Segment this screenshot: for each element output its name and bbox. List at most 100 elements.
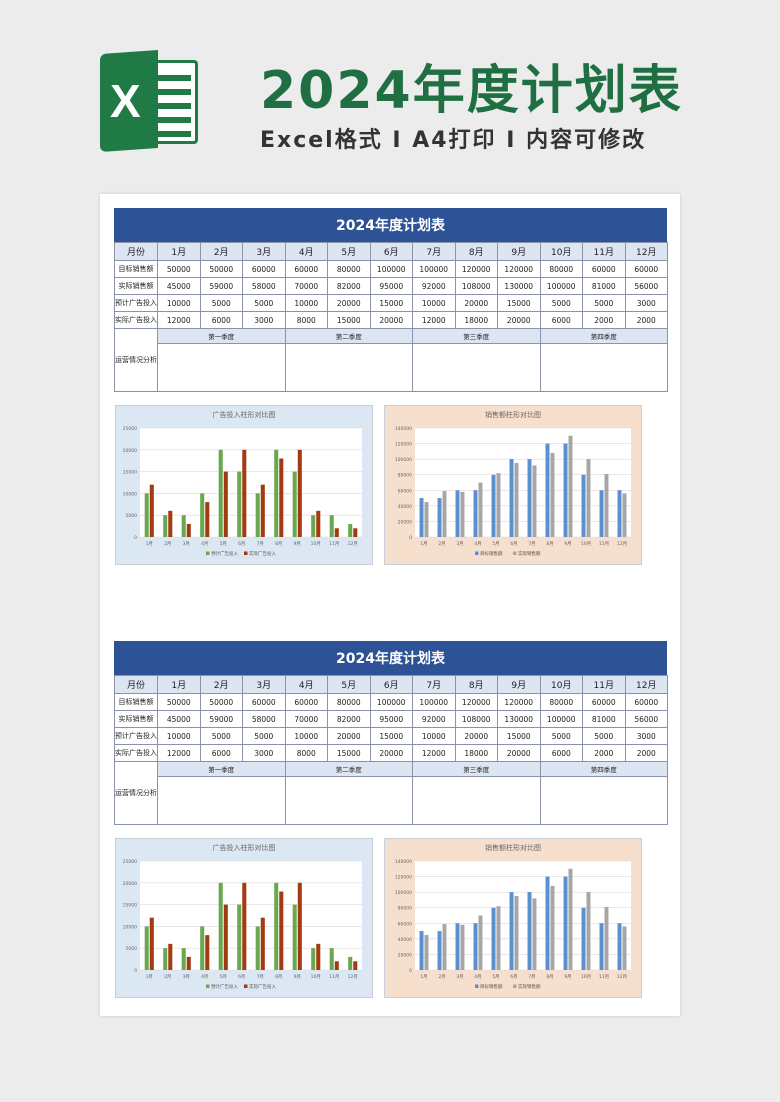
value-cell[interactable]: 60000 [624, 260, 668, 278]
value-cell[interactable]: 60000 [284, 693, 328, 711]
value-cell[interactable]: 20000 [497, 311, 541, 329]
month-cell[interactable]: 7月 [412, 242, 456, 261]
value-cell[interactable]: 60000 [242, 260, 286, 278]
value-cell[interactable]: 108000 [454, 710, 498, 728]
value-cell[interactable]: 100000 [539, 277, 583, 295]
value-cell[interactable]: 108000 [454, 277, 498, 295]
value-cell[interactable]: 50000 [157, 260, 201, 278]
value-cell[interactable]: 2000 [582, 311, 626, 329]
value-cell[interactable]: 95000 [369, 277, 413, 295]
value-cell[interactable]: 59000 [199, 277, 243, 295]
value-cell[interactable]: 6000 [199, 311, 243, 329]
month-cell[interactable]: 2月 [199, 242, 243, 261]
value-cell[interactable]: 58000 [242, 710, 286, 728]
value-cell[interactable]: 81000 [582, 710, 626, 728]
value-cell[interactable]: 20000 [369, 744, 413, 762]
month-cell[interactable]: 12月 [624, 675, 668, 694]
value-cell[interactable]: 5000 [199, 727, 243, 745]
value-cell[interactable]: 18000 [454, 744, 498, 762]
value-cell[interactable]: 56000 [624, 277, 668, 295]
value-cell[interactable]: 60000 [582, 260, 626, 278]
value-cell[interactable]: 10000 [412, 294, 456, 312]
month-cell[interactable]: 8月 [454, 675, 498, 694]
month-cell[interactable]: 9月 [497, 675, 541, 694]
value-cell[interactable]: 2000 [624, 311, 668, 329]
value-cell[interactable]: 8000 [284, 744, 328, 762]
value-cell[interactable]: 3000 [624, 294, 668, 312]
value-cell[interactable]: 130000 [497, 277, 541, 295]
value-cell[interactable]: 10000 [157, 727, 201, 745]
month-cell[interactable]: 5月 [327, 242, 371, 261]
value-cell[interactable]: 15000 [369, 727, 413, 745]
value-cell[interactable]: 15000 [327, 311, 371, 329]
value-cell[interactable]: 12000 [157, 744, 201, 762]
value-cell[interactable]: 6000 [539, 744, 583, 762]
month-cell[interactable]: 3月 [242, 675, 286, 694]
month-cell[interactable]: 11月 [582, 242, 626, 261]
value-cell[interactable]: 20000 [327, 727, 371, 745]
month-cell[interactable]: 3月 [242, 242, 286, 261]
month-cell[interactable]: 5月 [327, 675, 371, 694]
value-cell[interactable]: 8000 [284, 311, 328, 329]
value-cell[interactable]: 3000 [242, 744, 286, 762]
value-cell[interactable]: 15000 [497, 294, 541, 312]
value-cell[interactable]: 92000 [412, 277, 456, 295]
value-cell[interactable]: 80000 [539, 260, 583, 278]
value-cell[interactable]: 6000 [539, 311, 583, 329]
value-cell[interactable]: 5000 [539, 727, 583, 745]
month-cell[interactable]: 2月 [199, 675, 243, 694]
value-cell[interactable]: 45000 [157, 277, 201, 295]
value-cell[interactable]: 50000 [157, 693, 201, 711]
value-cell[interactable]: 5000 [242, 294, 286, 312]
value-cell[interactable]: 100000 [369, 260, 413, 278]
analysis-input-cell[interactable] [412, 776, 541, 825]
value-cell[interactable]: 10000 [284, 294, 328, 312]
month-cell[interactable]: 1月 [157, 242, 201, 261]
month-cell[interactable]: 7月 [412, 675, 456, 694]
value-cell[interactable]: 10000 [412, 727, 456, 745]
month-cell[interactable]: 6月 [369, 675, 413, 694]
value-cell[interactable]: 15000 [327, 744, 371, 762]
value-cell[interactable]: 58000 [242, 277, 286, 295]
value-cell[interactable]: 120000 [497, 260, 541, 278]
value-cell[interactable]: 50000 [199, 260, 243, 278]
analysis-input-cell[interactable] [539, 776, 668, 825]
month-cell[interactable]: 4月 [284, 675, 328, 694]
value-cell[interactable]: 2000 [582, 744, 626, 762]
month-cell[interactable]: 4月 [284, 242, 328, 261]
value-cell[interactable]: 10000 [157, 294, 201, 312]
value-cell[interactable]: 56000 [624, 710, 668, 728]
value-cell[interactable]: 100000 [412, 260, 456, 278]
analysis-input-cell[interactable] [157, 343, 286, 392]
month-cell[interactable]: 6月 [369, 242, 413, 261]
value-cell[interactable]: 95000 [369, 710, 413, 728]
month-cell[interactable]: 12月 [624, 242, 668, 261]
value-cell[interactable]: 80000 [327, 260, 371, 278]
value-cell[interactable]: 100000 [539, 710, 583, 728]
value-cell[interactable]: 12000 [157, 311, 201, 329]
value-cell[interactable]: 12000 [412, 311, 456, 329]
month-cell[interactable]: 10月 [539, 675, 583, 694]
value-cell[interactable]: 45000 [157, 710, 201, 728]
value-cell[interactable]: 5000 [539, 294, 583, 312]
value-cell[interactable]: 80000 [539, 693, 583, 711]
value-cell[interactable]: 5000 [242, 727, 286, 745]
month-cell[interactable]: 10月 [539, 242, 583, 261]
month-cell[interactable]: 8月 [454, 242, 498, 261]
value-cell[interactable]: 20000 [454, 727, 498, 745]
value-cell[interactable]: 120000 [497, 693, 541, 711]
value-cell[interactable]: 5000 [199, 294, 243, 312]
value-cell[interactable]: 3000 [242, 311, 286, 329]
value-cell[interactable]: 82000 [327, 277, 371, 295]
value-cell[interactable]: 15000 [369, 294, 413, 312]
month-cell[interactable]: 11月 [582, 675, 626, 694]
value-cell[interactable]: 15000 [497, 727, 541, 745]
value-cell[interactable]: 92000 [412, 710, 456, 728]
analysis-input-cell[interactable] [284, 776, 413, 825]
value-cell[interactable]: 120000 [454, 693, 498, 711]
analysis-input-cell[interactable] [157, 776, 286, 825]
value-cell[interactable]: 5000 [582, 294, 626, 312]
value-cell[interactable]: 70000 [284, 277, 328, 295]
value-cell[interactable]: 70000 [284, 710, 328, 728]
value-cell[interactable]: 100000 [412, 693, 456, 711]
